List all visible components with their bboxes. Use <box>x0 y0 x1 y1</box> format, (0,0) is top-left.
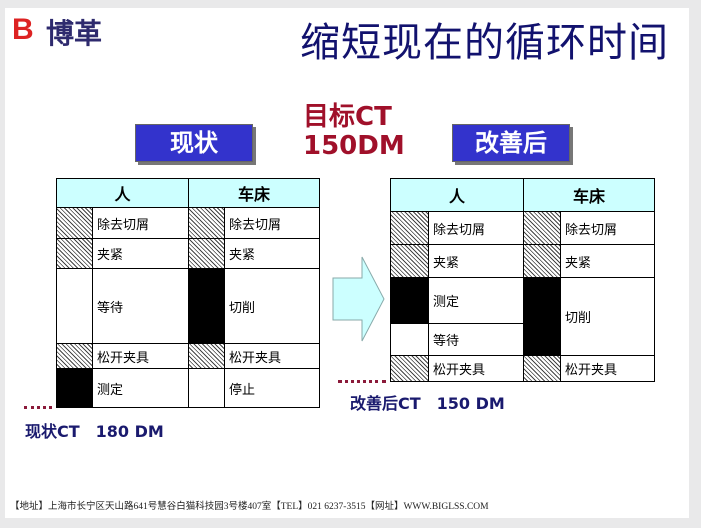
step: 测定 <box>428 277 524 324</box>
step: 测定 <box>92 368 189 408</box>
header-machine: 车床 <box>523 178 655 212</box>
header-person: 人 <box>390 178 524 212</box>
header-person: 人 <box>56 178 189 208</box>
bar-black <box>188 268 225 344</box>
step: 松开夹具 <box>560 355 655 382</box>
bar-hatch <box>188 207 225 239</box>
bar-hatch <box>523 355 561 382</box>
logo-icon: B <box>12 13 34 46</box>
bar-black <box>390 277 429 324</box>
step: 夹紧 <box>92 238 189 269</box>
step: 松开夹具 <box>92 343 189 369</box>
step: 除去切屑 <box>560 211 655 245</box>
step: 等待 <box>92 268 189 344</box>
bar-hatch <box>188 343 225 369</box>
bar-empty <box>390 323 429 356</box>
bar-hatch <box>56 343 93 369</box>
current-label: 现状 <box>135 124 253 162</box>
arrow-right-icon <box>332 256 385 342</box>
logo-text: 博革 <box>46 17 103 50</box>
step: 切削 <box>224 268 320 344</box>
step: 切削 <box>560 277 655 356</box>
footer-address: 【地址】上海市长宁区天山路641号慧谷白猫科技园3号楼407室【TEL】021 … <box>10 502 489 512</box>
bar-empty <box>188 368 225 408</box>
target-line2: 150DM <box>303 131 405 161</box>
step: 除去切屑 <box>224 207 320 239</box>
step: 松开夹具 <box>224 343 320 369</box>
bar-hatch <box>56 238 93 269</box>
step: 夹紧 <box>560 244 655 278</box>
current-ct: 现状CT 180 DM <box>25 422 164 441</box>
page-title: 缩短现在的循环时间 <box>300 20 669 66</box>
bar-black <box>56 368 93 408</box>
step: 松开夹具 <box>428 355 524 382</box>
bar-hatch <box>390 244 429 278</box>
step: 等待 <box>428 323 524 356</box>
improved-ct: 改善后CT 150 DM <box>350 394 505 413</box>
bar-hatch <box>523 211 561 245</box>
step: 停止 <box>224 368 320 408</box>
improved-label: 改善后 <box>452 124 570 162</box>
bar-hatch <box>390 355 429 382</box>
target-ct: 目标CT 150DM <box>303 103 405 161</box>
bar-hatch <box>188 238 225 269</box>
step: 除去切屑 <box>92 207 189 239</box>
step: 夹紧 <box>428 244 524 278</box>
ct-marker <box>338 380 386 383</box>
bar-hatch <box>56 207 93 239</box>
bar-black <box>523 277 561 356</box>
slide <box>5 8 689 518</box>
bar-hatch <box>390 211 429 245</box>
header-machine: 车床 <box>188 178 320 208</box>
bar-empty <box>56 268 93 344</box>
step: 夹紧 <box>224 238 320 269</box>
step: 除去切屑 <box>428 211 524 245</box>
ct-marker <box>24 406 52 409</box>
target-line1: 目标CT <box>303 102 392 132</box>
bar-hatch <box>523 244 561 278</box>
